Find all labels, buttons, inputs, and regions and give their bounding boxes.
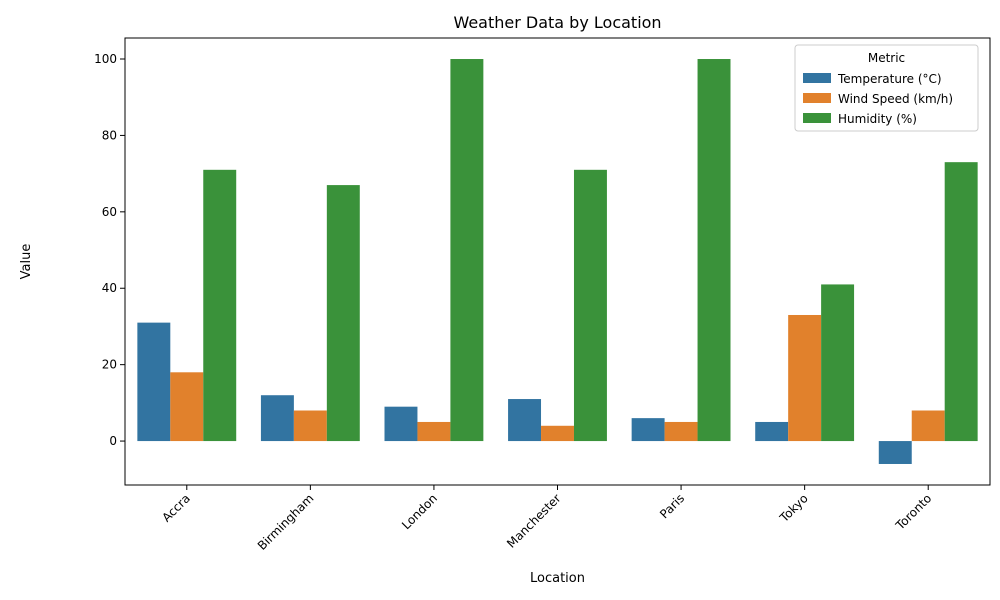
x-tick-label: London (399, 491, 440, 532)
bar-accra-0 (137, 322, 171, 442)
bar-birmingham-0 (260, 395, 294, 442)
y-tick-label: 0 (109, 434, 117, 448)
bar-manchester-1 (541, 425, 574, 442)
legend-label: Humidity (%) (838, 112, 917, 126)
bar-london-1 (417, 421, 451, 442)
bar-accra-2 (203, 169, 237, 442)
bar-manchester-2 (573, 169, 607, 442)
x-tick-label: Birmingham (255, 491, 317, 553)
x-tick-label: Toronto (892, 491, 934, 533)
x-axis-label: Location (530, 571, 585, 586)
x-tick-label: Manchester (504, 491, 564, 551)
y-axis-label: Value (19, 244, 34, 280)
y-tick-label: 40 (102, 281, 117, 295)
legend-title: Metric (868, 51, 905, 65)
x-tick-label: Paris (657, 491, 687, 521)
bar-tokyo-2 (821, 284, 855, 442)
bar-toronto-1 (911, 410, 945, 442)
bar-london-0 (384, 406, 418, 442)
legend: Metric Temperature (°C) Wind Speed (km/h)… (794, 44, 979, 132)
bar-london-2 (450, 59, 484, 442)
y-tick-label: 80 (102, 128, 117, 142)
y-tick-label: 60 (102, 205, 117, 219)
bar-paris-0 (631, 418, 665, 442)
legend-label: Wind Speed (km/h) (838, 92, 953, 106)
legend-box (794, 44, 979, 132)
x-tick-label: Tokyo (776, 491, 810, 525)
y-tick-label: 100 (94, 52, 117, 66)
bar-toronto-2 (944, 162, 978, 442)
bar-accra-1 (170, 372, 204, 442)
bar-birmingham-2 (326, 185, 360, 442)
x-tick-label: Accra (159, 491, 193, 525)
chart-title: Weather Data by Location (453, 13, 661, 32)
legend-swatch (803, 113, 831, 123)
bar-toronto-0 (878, 441, 912, 464)
y-tick-label: 20 (102, 358, 117, 372)
bar-birmingham-1 (293, 410, 327, 442)
plot-frame (124, 37, 991, 486)
bar-paris-1 (664, 421, 698, 442)
bar-paris-2 (697, 59, 731, 442)
legend-label: Temperature (°C) (837, 72, 942, 86)
bar-tokyo-1 (788, 314, 822, 442)
legend-swatch (803, 93, 831, 103)
legend-swatch (803, 73, 831, 83)
bar-tokyo-0 (755, 421, 789, 442)
bars-group (137, 59, 978, 464)
bar-manchester-0 (508, 399, 542, 442)
